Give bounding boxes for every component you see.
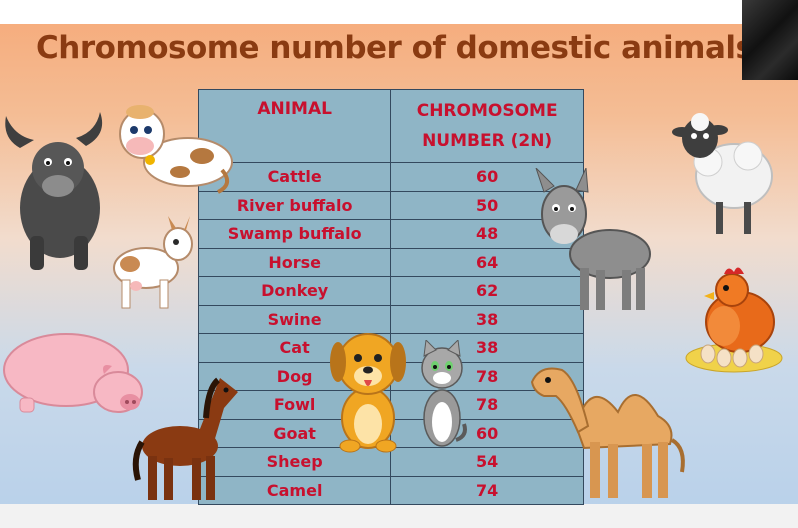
pig-icon bbox=[3, 333, 143, 413]
table-row: River buffalo 50 bbox=[197, 190, 584, 220]
animal-cell: Horse bbox=[197, 247, 392, 277]
buffalo-icon bbox=[5, 112, 103, 270]
sheep-icon bbox=[672, 113, 773, 234]
table-row: Swamp buffalo 48 bbox=[197, 219, 584, 249]
bottom-strip bbox=[0, 504, 798, 528]
table-row: Donkey 62 bbox=[197, 276, 584, 306]
hen-icon bbox=[685, 267, 783, 373]
number-cell: 62 bbox=[390, 276, 584, 306]
table-row: Horse 64 bbox=[197, 247, 584, 277]
goat-icon bbox=[113, 216, 193, 309]
camel-icon bbox=[530, 367, 685, 498]
animal-cell: Swamp buffalo bbox=[197, 219, 392, 249]
animal-cell: Swine bbox=[197, 304, 392, 334]
donkey-icon bbox=[535, 168, 651, 310]
animal-cell: Donkey bbox=[197, 276, 392, 306]
dog-icon bbox=[330, 333, 406, 453]
horse-icon bbox=[132, 377, 238, 500]
top-strip bbox=[0, 0, 798, 24]
animal-cell: River buffalo bbox=[197, 190, 392, 220]
slide-title: Chromosome number of domestic animals bbox=[36, 30, 754, 66]
cow-icon bbox=[119, 105, 233, 194]
table-header-row: ANIMAL CHROMOSOME NUMBER (2N) bbox=[197, 89, 584, 163]
table-row: Cattle 60 bbox=[197, 162, 584, 192]
webcam-overlay bbox=[742, 0, 798, 80]
animal-cell: Camel bbox=[197, 475, 392, 505]
header-animal: ANIMAL bbox=[197, 89, 392, 163]
cat-icon bbox=[421, 340, 467, 447]
header-chromosome-number: CHROMOSOME NUMBER (2N) bbox=[390, 89, 584, 163]
number-cell: 74 bbox=[390, 475, 584, 505]
table-row: Camel 74 bbox=[197, 475, 584, 505]
